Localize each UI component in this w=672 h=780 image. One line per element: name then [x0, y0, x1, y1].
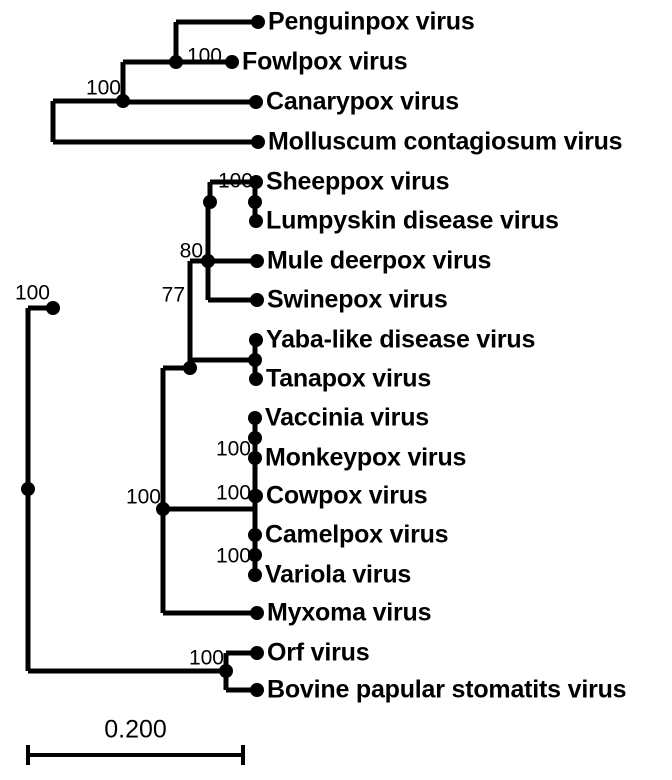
bootstrap-support-avipox: 100: [85, 76, 121, 100]
tip-node-dot: [251, 135, 265, 149]
taxon-label-fowlpox: Fowlpox virus: [242, 47, 408, 76]
bootstrap-support-orthopox: 100: [215, 481, 251, 505]
tip-node-dot: [250, 606, 264, 620]
bootstrap-support-capripox: 100: [217, 169, 253, 193]
internal-node-dot: [248, 548, 262, 562]
taxon-label-bovine: Bovine papular stomatits virus: [267, 675, 627, 704]
scale-bar-label: 0.200: [104, 715, 167, 744]
taxon-label-sheeppox: Sheeppox virus: [266, 167, 450, 196]
bootstrap-support-vacc-monkey: 100: [215, 437, 251, 461]
internal-node-dot: [169, 55, 183, 69]
bootstrap-support-avipox-mollusc: 100: [14, 281, 50, 305]
taxon-label-canarypox: Canarypox virus: [266, 87, 459, 116]
tip-node-dot: [249, 333, 263, 347]
internal-node-dot: [156, 502, 170, 516]
tip-dots: [225, 15, 265, 697]
internal-node-dot: [116, 94, 130, 108]
tip-node-dot: [248, 451, 262, 465]
tip-node-dot: [250, 646, 264, 660]
internal-node-dot: [21, 482, 35, 496]
bootstrap-support-clade-80: 80: [179, 239, 203, 263]
taxon-label-variola: Variola virus: [265, 560, 412, 589]
branch-lines: [25, 19, 258, 693]
taxon-label-yabalike: Yaba-like disease virus: [266, 325, 536, 354]
tip-node-dot: [249, 175, 263, 189]
internal-node-dot: [203, 195, 217, 209]
tip-node-dot: [248, 528, 262, 542]
tip-node-dot: [249, 489, 263, 503]
tip-node-dot: [249, 214, 263, 228]
node-dots: [21, 55, 262, 678]
internal-node-dot: [248, 353, 262, 367]
tip-node-dot: [249, 95, 263, 109]
tip-node-dot: [250, 254, 264, 268]
bootstrap-support-penguin-fowl: 100: [186, 44, 222, 68]
taxon-label-camelpox: Camelpox virus: [265, 520, 449, 549]
tip-node-dot: [248, 411, 262, 425]
bootstrap-support-parapox: 100: [188, 646, 224, 670]
internal-node-dot: [46, 301, 60, 315]
tip-node-dot: [250, 683, 264, 697]
taxon-label-vaccinia: Vaccinia virus: [265, 403, 429, 432]
internal-node-dot: [183, 361, 197, 375]
taxon-label-lumpyskin: Lumpyskin disease virus: [266, 206, 559, 235]
taxon-label-orf: Orf virus: [267, 638, 370, 667]
bootstrap-support-clade-77: 77: [161, 283, 185, 307]
bootstrap-support-camel-variola: 100: [215, 544, 251, 568]
taxon-label-swinepox: Swinepox virus: [267, 285, 448, 314]
tip-node-dot: [249, 372, 263, 386]
scale-bar: [26, 745, 245, 765]
tip-node-dot: [248, 568, 262, 582]
tip-node-dot: [251, 15, 265, 29]
taxon-label-tanapox: Tanapox virus: [266, 364, 432, 393]
internal-node-dot: [248, 195, 262, 209]
internal-node-dot: [219, 664, 233, 678]
taxon-label-molluscum: Molluscum contagiosum virus: [268, 127, 623, 156]
tip-node-dot: [225, 55, 239, 69]
internal-node-dot: [201, 254, 215, 268]
taxon-label-myxoma: Myxoma virus: [267, 598, 432, 627]
taxon-label-cowpox: Cowpox virus: [266, 481, 428, 510]
taxon-label-penguinpox: Penguinpox virus: [268, 7, 475, 36]
internal-node-dot: [248, 431, 262, 445]
tip-node-dot: [250, 293, 264, 307]
taxon-label-muledeerpox: Mule deerpox virus: [267, 246, 492, 275]
taxon-label-monkeypox: Monkeypox virus: [265, 443, 467, 472]
bootstrap-support-ortho-myxoma: 100: [125, 485, 161, 509]
